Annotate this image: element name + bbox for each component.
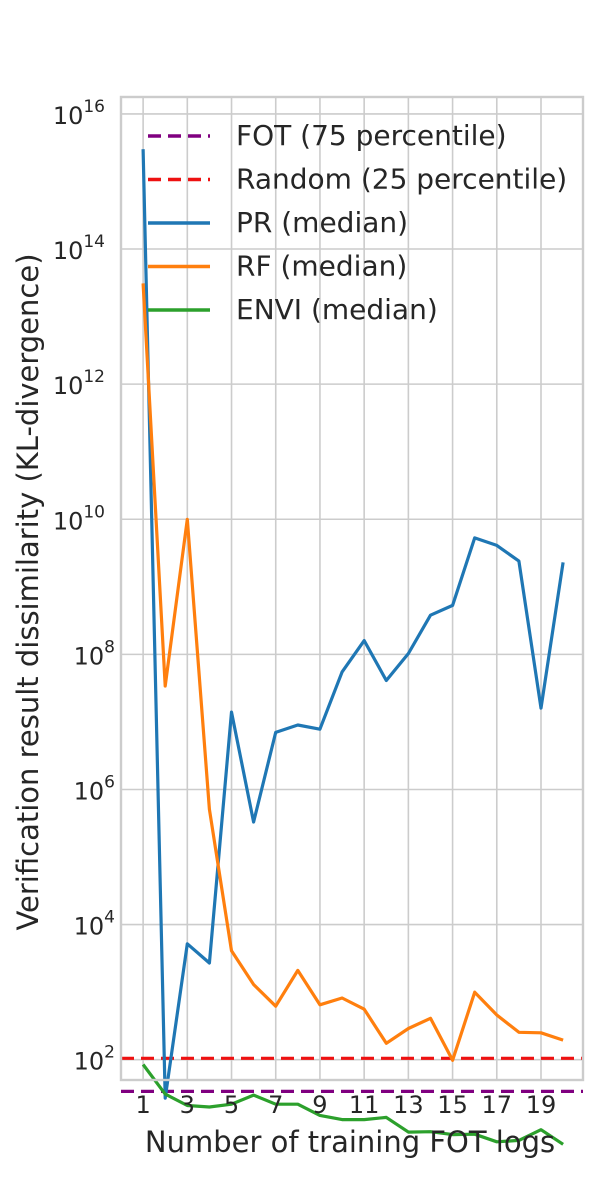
x-axis-title: Number of training FOT logs xyxy=(145,1125,555,1159)
y-tick-label: 1012 xyxy=(53,367,105,400)
x-tick-label: 17 xyxy=(482,1091,513,1119)
legend-label: FOT (75 percentile) xyxy=(236,119,507,152)
y-tick-label: 104 xyxy=(74,908,115,941)
legend: FOT (75 percentile) Random (25 percentile… xyxy=(148,119,567,326)
y-axis-title: Verification result dissimilarity (KL-di… xyxy=(11,253,45,930)
grid-layer xyxy=(121,97,583,1080)
x-tick-label: 11 xyxy=(349,1091,380,1119)
y-tick-label: 108 xyxy=(74,637,115,670)
legend-label: Random (25 percentile) xyxy=(236,163,567,196)
x-tick-label: 15 xyxy=(437,1091,468,1119)
x-tick-label: 1 xyxy=(135,1091,150,1119)
y-tick-label: 1014 xyxy=(53,232,105,265)
x-tick-label: 13 xyxy=(393,1091,424,1119)
legend-label: RF (median) xyxy=(236,250,407,283)
x-tick-label: 9 xyxy=(312,1091,327,1119)
y-tick-label: 102 xyxy=(74,1043,115,1076)
y-tick-label: 106 xyxy=(74,772,115,805)
tick-labels: 1 3 5 7 9 11 13 15 17 191021041061081010101210141… xyxy=(53,97,556,1119)
series-line-1 xyxy=(141,149,565,1100)
legend-label: PR (median) xyxy=(236,206,408,239)
x-tick-label: 5 xyxy=(224,1091,239,1119)
series-layer xyxy=(141,149,565,1146)
series-line-3 xyxy=(141,1063,564,1146)
series-line-2 xyxy=(141,283,564,1062)
legend-label: ENVI (median) xyxy=(236,293,438,326)
plot-frame xyxy=(119,95,585,1082)
plot-background xyxy=(121,97,583,1080)
y-tick-label: 1016 xyxy=(53,97,105,130)
reference-lines xyxy=(121,1056,583,1093)
y-tick-label: 1010 xyxy=(53,502,105,535)
plot-border xyxy=(119,95,585,1082)
x-tick-label: 3 xyxy=(180,1091,195,1119)
x-tick-label: 19 xyxy=(526,1091,557,1119)
x-tick-label: 7 xyxy=(268,1091,283,1119)
